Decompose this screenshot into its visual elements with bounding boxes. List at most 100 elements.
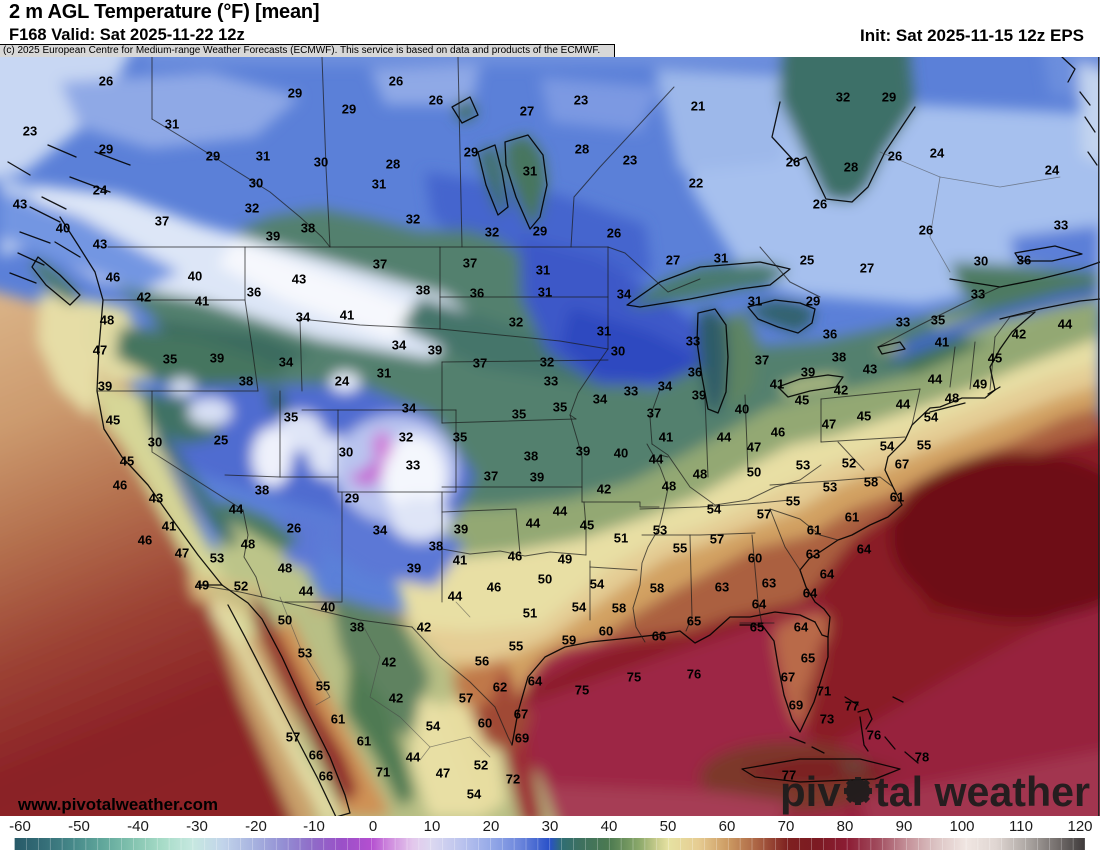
svg-text:39: 39 xyxy=(98,379,112,394)
svg-text:34: 34 xyxy=(279,355,294,370)
svg-text:57: 57 xyxy=(286,730,300,745)
svg-text:40: 40 xyxy=(735,402,749,417)
svg-text:23: 23 xyxy=(23,124,37,139)
svg-text:71: 71 xyxy=(817,684,831,699)
svg-text:46: 46 xyxy=(106,270,120,285)
svg-text:34: 34 xyxy=(593,392,608,407)
svg-text:-20: -20 xyxy=(245,818,267,835)
svg-text:31: 31 xyxy=(536,263,550,278)
svg-text:41: 41 xyxy=(195,294,209,309)
svg-text:64: 64 xyxy=(528,674,543,689)
svg-text:31: 31 xyxy=(523,164,537,179)
svg-text:31: 31 xyxy=(597,324,611,339)
svg-text:39: 39 xyxy=(454,522,468,537)
svg-text:31: 31 xyxy=(748,294,762,309)
svg-text:65: 65 xyxy=(687,614,701,629)
svg-text:38: 38 xyxy=(239,374,253,389)
svg-text:44: 44 xyxy=(649,452,664,467)
svg-text:48: 48 xyxy=(945,391,959,406)
svg-text:78: 78 xyxy=(915,750,929,765)
svg-text:54: 54 xyxy=(924,410,939,425)
svg-text:49: 49 xyxy=(973,377,987,392)
svg-text:45: 45 xyxy=(106,413,120,428)
svg-text:51: 51 xyxy=(523,606,537,621)
svg-text:76: 76 xyxy=(867,728,881,743)
svg-text:36: 36 xyxy=(247,285,261,300)
svg-text:69: 69 xyxy=(515,731,529,746)
svg-text:42: 42 xyxy=(137,290,151,305)
svg-text:76: 76 xyxy=(687,667,701,682)
svg-text:53: 53 xyxy=(210,551,224,566)
svg-text:44: 44 xyxy=(553,504,568,519)
svg-text:24: 24 xyxy=(335,374,350,389)
svg-text:39: 39 xyxy=(428,343,442,358)
svg-text:29: 29 xyxy=(206,149,220,164)
svg-text:39: 39 xyxy=(576,444,590,459)
svg-text:67: 67 xyxy=(514,707,528,722)
svg-text:52: 52 xyxy=(842,456,856,471)
svg-text:61: 61 xyxy=(357,734,371,749)
svg-text:27: 27 xyxy=(520,104,534,119)
svg-text:54: 54 xyxy=(426,719,441,734)
svg-text:21: 21 xyxy=(691,99,705,114)
svg-text:27: 27 xyxy=(860,261,874,276)
svg-text:43: 43 xyxy=(863,362,877,377)
svg-text:42: 42 xyxy=(1012,327,1026,342)
svg-text:35: 35 xyxy=(553,400,567,415)
svg-text:44: 44 xyxy=(928,372,943,387)
svg-text:67: 67 xyxy=(781,670,795,685)
svg-text:41: 41 xyxy=(453,553,467,568)
svg-text:35: 35 xyxy=(931,313,945,328)
svg-text:46: 46 xyxy=(508,549,522,564)
svg-text:64: 64 xyxy=(794,620,809,635)
svg-text:44: 44 xyxy=(229,502,244,517)
svg-text:58: 58 xyxy=(864,475,878,490)
svg-text:28: 28 xyxy=(575,142,589,157)
svg-text:32: 32 xyxy=(399,430,413,445)
svg-text:-30: -30 xyxy=(186,818,208,835)
svg-text:65: 65 xyxy=(801,651,815,666)
svg-text:58: 58 xyxy=(650,581,664,596)
svg-text:61: 61 xyxy=(807,523,821,538)
svg-text:tal weather: tal weather xyxy=(875,768,1090,815)
svg-text:35: 35 xyxy=(512,407,526,422)
svg-text:30: 30 xyxy=(339,445,353,460)
svg-text:41: 41 xyxy=(770,377,784,392)
svg-text:48: 48 xyxy=(693,467,707,482)
svg-text:75: 75 xyxy=(627,670,641,685)
svg-text:62: 62 xyxy=(493,680,507,695)
svg-text:29: 29 xyxy=(464,145,478,160)
svg-text:44: 44 xyxy=(406,750,421,765)
svg-text:26: 26 xyxy=(99,74,113,89)
svg-text:22: 22 xyxy=(689,176,703,191)
svg-text:40: 40 xyxy=(56,221,70,236)
svg-text:38: 38 xyxy=(416,283,430,298)
svg-text:60: 60 xyxy=(478,716,492,731)
svg-text:26: 26 xyxy=(389,74,403,89)
svg-text:32: 32 xyxy=(540,355,554,370)
svg-text:54: 54 xyxy=(880,439,895,454)
svg-text:33: 33 xyxy=(544,374,558,389)
svg-text:45: 45 xyxy=(120,454,134,469)
svg-text:49: 49 xyxy=(558,552,572,567)
svg-text:48: 48 xyxy=(662,479,676,494)
svg-text:40: 40 xyxy=(321,600,335,615)
svg-text:30: 30 xyxy=(611,344,625,359)
svg-text:36: 36 xyxy=(470,286,484,301)
svg-text:www.pivotalweather.com: www.pivotalweather.com xyxy=(17,795,218,814)
svg-text:24: 24 xyxy=(930,146,945,161)
svg-text:27: 27 xyxy=(666,253,680,268)
svg-text:72: 72 xyxy=(506,772,520,787)
svg-text:26: 26 xyxy=(919,223,933,238)
svg-text:50: 50 xyxy=(538,572,552,587)
svg-text:32: 32 xyxy=(485,225,499,240)
svg-text:54: 54 xyxy=(572,600,587,615)
svg-text:36: 36 xyxy=(823,327,837,342)
svg-text:25: 25 xyxy=(214,433,228,448)
svg-text:34: 34 xyxy=(402,401,417,416)
svg-text:50: 50 xyxy=(660,818,677,835)
svg-text:64: 64 xyxy=(803,586,818,601)
svg-text:34: 34 xyxy=(392,338,407,353)
svg-text:41: 41 xyxy=(162,519,176,534)
svg-text:53: 53 xyxy=(823,480,837,495)
